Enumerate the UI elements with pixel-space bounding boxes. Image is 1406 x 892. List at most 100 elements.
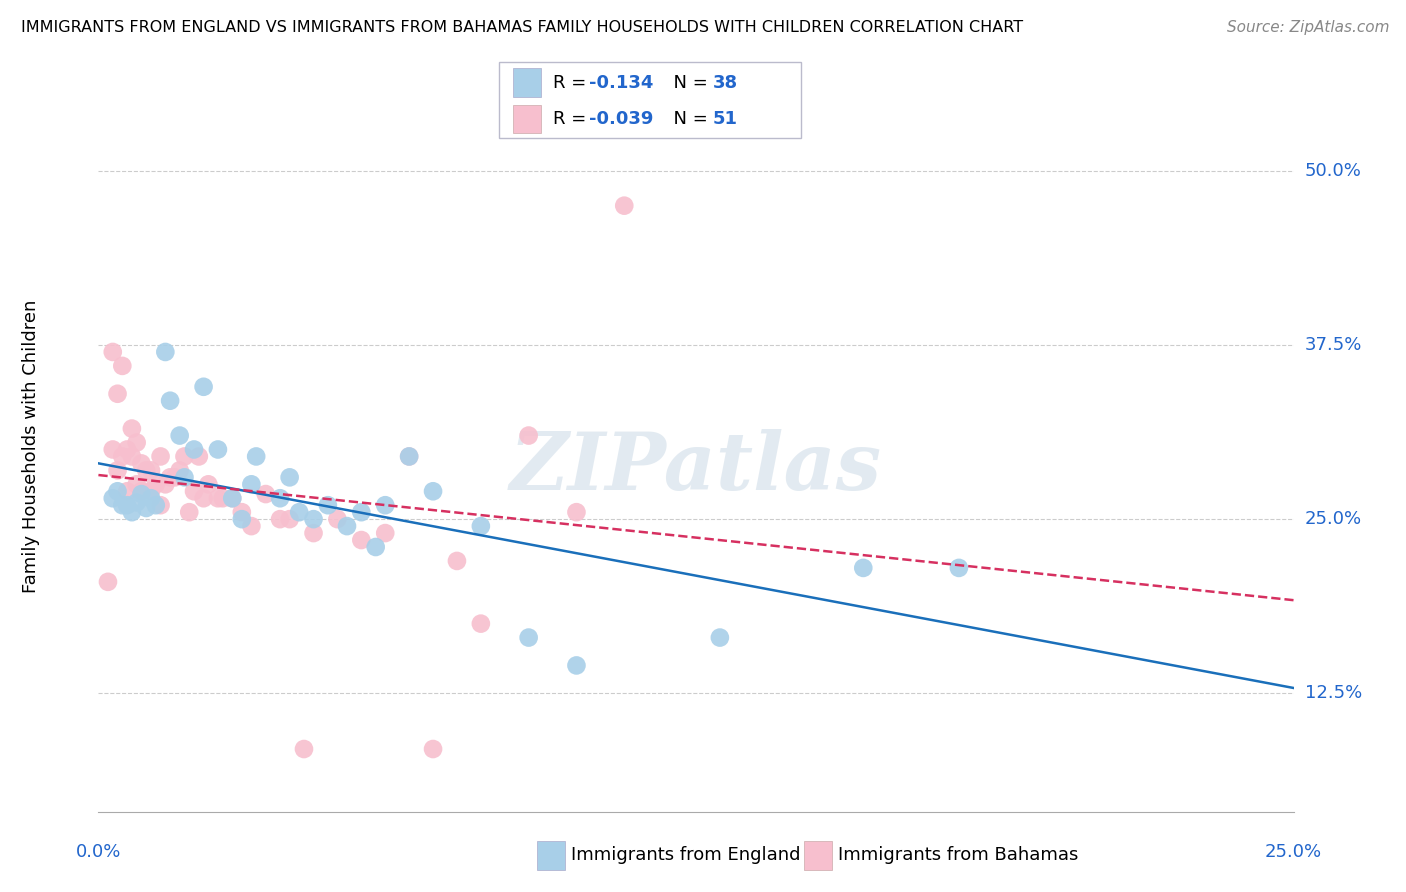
Text: -0.134: -0.134 — [589, 73, 654, 92]
Text: 51: 51 — [713, 110, 738, 128]
Point — [145, 477, 167, 491]
Point — [101, 442, 124, 457]
Text: Family Households with Children: Family Households with Children — [22, 300, 39, 592]
Point — [240, 519, 263, 533]
Point — [221, 491, 243, 506]
Point — [278, 470, 301, 484]
Point — [131, 484, 153, 499]
Point — [187, 450, 209, 464]
Point — [470, 519, 492, 533]
Text: 37.5%: 37.5% — [1305, 336, 1362, 354]
Point — [111, 498, 134, 512]
Point — [302, 512, 325, 526]
Point — [111, 450, 134, 464]
Point — [446, 554, 468, 568]
Text: 25.0%: 25.0% — [1305, 510, 1362, 528]
Point — [135, 463, 157, 477]
Point — [326, 512, 349, 526]
Point — [169, 463, 191, 477]
Point — [398, 450, 420, 464]
Point — [278, 512, 301, 526]
Point — [231, 505, 253, 519]
Point — [517, 428, 540, 442]
Point — [374, 526, 396, 541]
Text: 12.5%: 12.5% — [1305, 684, 1362, 702]
Point — [183, 484, 205, 499]
Point — [221, 491, 243, 506]
Point — [149, 498, 172, 512]
Point — [111, 359, 134, 373]
Point — [121, 505, 143, 519]
Point — [125, 435, 148, 450]
Point — [193, 380, 215, 394]
Point — [398, 450, 420, 464]
Point — [179, 505, 201, 519]
Point — [852, 561, 875, 575]
Point — [115, 442, 138, 457]
Point — [163, 470, 186, 484]
Point — [350, 505, 373, 519]
Point — [288, 505, 311, 519]
Point — [159, 393, 181, 408]
Text: 25.0%: 25.0% — [1265, 843, 1322, 861]
Point — [422, 484, 444, 499]
Point — [193, 491, 215, 506]
Point — [948, 561, 970, 575]
Point — [240, 477, 263, 491]
Point — [211, 491, 233, 506]
Point — [613, 199, 636, 213]
Point — [364, 540, 387, 554]
Point — [169, 428, 191, 442]
Point — [131, 487, 153, 501]
Point — [183, 442, 205, 457]
Text: R =: R = — [553, 73, 592, 92]
Point — [97, 574, 120, 589]
Point — [131, 457, 153, 471]
Point — [115, 498, 138, 512]
Point — [107, 386, 129, 401]
Text: 38: 38 — [713, 73, 738, 92]
Point — [470, 616, 492, 631]
Point — [101, 345, 124, 359]
Text: IMMIGRANTS FROM ENGLAND VS IMMIGRANTS FROM BAHAMAS FAMILY HOUSEHOLDS WITH CHILDR: IMMIGRANTS FROM ENGLAND VS IMMIGRANTS FR… — [21, 20, 1024, 35]
Point — [269, 491, 291, 506]
Text: N =: N = — [662, 110, 714, 128]
Text: ZIPatlas: ZIPatlas — [510, 429, 882, 507]
Point — [374, 498, 396, 512]
Point — [155, 345, 177, 359]
Point — [269, 512, 291, 526]
Point — [565, 658, 588, 673]
Point — [125, 477, 148, 491]
Point — [121, 450, 143, 464]
Point — [139, 484, 162, 499]
Text: 50.0%: 50.0% — [1305, 161, 1361, 180]
Point — [422, 742, 444, 756]
Point — [316, 498, 339, 512]
Point — [107, 484, 129, 499]
Point — [115, 484, 138, 499]
Point — [231, 512, 253, 526]
Point — [121, 421, 143, 435]
Point — [159, 470, 181, 484]
Point — [139, 491, 162, 506]
Point — [709, 631, 731, 645]
Text: Immigrants from Bahamas: Immigrants from Bahamas — [838, 847, 1078, 864]
Point — [207, 491, 229, 506]
Point — [292, 742, 315, 756]
Text: R =: R = — [553, 110, 592, 128]
Text: N =: N = — [662, 73, 714, 92]
Point — [107, 463, 129, 477]
Point — [173, 450, 195, 464]
Point — [207, 442, 229, 457]
Point — [149, 450, 172, 464]
Point — [101, 491, 124, 506]
Point — [350, 533, 373, 547]
Point — [254, 487, 277, 501]
Point — [517, 631, 540, 645]
Point — [155, 477, 177, 491]
Text: 0.0%: 0.0% — [76, 843, 121, 861]
Point — [565, 505, 588, 519]
Text: Immigrants from England: Immigrants from England — [571, 847, 800, 864]
Point — [125, 495, 148, 509]
Point — [245, 450, 267, 464]
